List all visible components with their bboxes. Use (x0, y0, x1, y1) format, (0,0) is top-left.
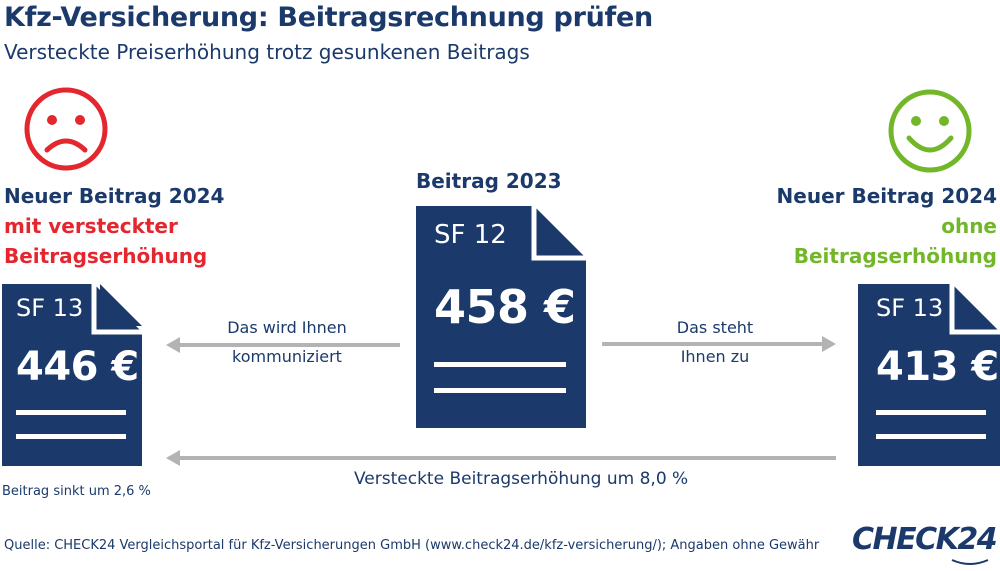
check24-logo: CHECK24 (852, 522, 998, 565)
right-sf-class: SF 13 (876, 294, 944, 322)
left-amount: 446 € (16, 344, 139, 390)
left-heading-line1: Neuer Beitrag 2024 (4, 184, 225, 208)
left-document-icon: SF 13 446 € (2, 284, 142, 466)
center-doc-line-1 (434, 362, 566, 367)
left-arrow-label: Das wird Ihnen kommuniziert (178, 313, 396, 371)
right-heading-line1: Neuer Beitrag 2024 (776, 184, 997, 208)
right-arrow-label-line2: Ihnen zu (680, 347, 750, 366)
right-document-icon: SF 13 413 € (858, 284, 1000, 466)
right-heading: Neuer Beitrag 2024 ohne Beitragserhöhung (777, 181, 997, 271)
center-amount: 458 € (434, 280, 576, 334)
center-doc-line-2 (434, 388, 566, 393)
left-heading-line2: mit versteckter (4, 214, 178, 238)
sad-face-icon (23, 86, 109, 172)
logo-text: CHECK24 (852, 522, 998, 557)
left-arrow-label-line1: Das wird Ihnen (227, 318, 347, 337)
left-note: Beitrag sinkt um 2,6 % (2, 484, 151, 499)
right-arrow-label: Das steht Ihnen zu (606, 313, 824, 371)
right-heading-line2: ohne (941, 214, 997, 238)
happy-face-icon (887, 88, 973, 174)
left-sf-class: SF 13 (16, 294, 84, 322)
bottom-arrow-label: Versteckte Beitragserhöhung um 8,0 % (354, 469, 689, 489)
right-doc-line-2 (876, 434, 986, 439)
right-doc-line-1 (876, 410, 986, 415)
center-heading: Beitrag 2023 (416, 166, 562, 196)
page-title: Kfz-Versicherung: Beitragsrechnung prüfe… (4, 2, 653, 33)
right-amount: 413 € (876, 344, 999, 390)
left-arrow-label-line2: kommuniziert (232, 347, 342, 366)
left-doc-line-1 (16, 410, 126, 415)
bottom-arrow (166, 450, 836, 466)
right-arrow-label-line1: Das steht (676, 318, 754, 337)
source-note: Quelle: CHECK24 Vergleichsportal für Kfz… (4, 538, 820, 553)
left-doc-line-2 (16, 434, 126, 439)
center-heading-text: Beitrag 2023 (416, 169, 562, 193)
center-document-icon: SF 12 458 € (416, 206, 586, 428)
left-heading-line3: Beitragserhöhung (4, 244, 208, 268)
left-arrow (166, 337, 400, 353)
center-sf-class: SF 12 (434, 220, 507, 250)
left-heading: Neuer Beitrag 2024 mit versteckter Beitr… (4, 181, 224, 271)
page-subtitle: Versteckte Preiserhöhung trotz gesunkene… (4, 40, 530, 64)
right-arrow (602, 336, 836, 352)
right-heading-line3: Beitragserhöhung (793, 244, 997, 268)
logo-swoosh-icon (951, 559, 989, 565)
